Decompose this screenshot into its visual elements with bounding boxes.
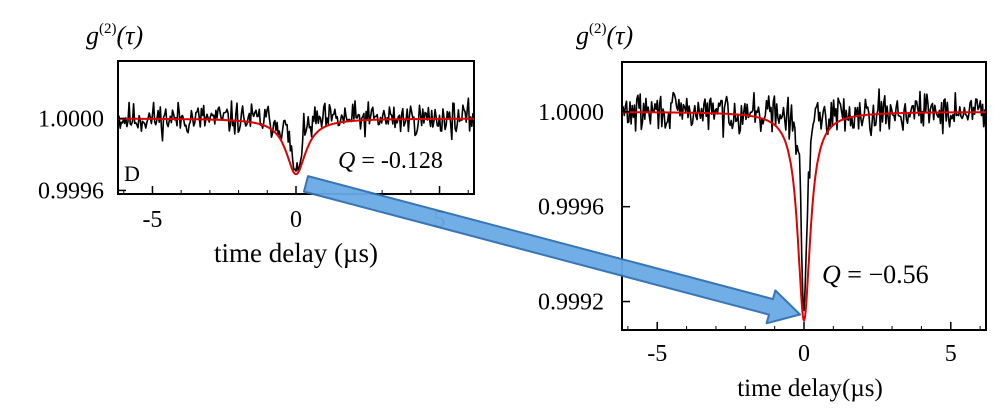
chart-right-ytick-label: 0.9996 bbox=[538, 195, 604, 221]
chart-right-xtick-label: -5 bbox=[647, 341, 667, 367]
chart-left-ytick-label: 0.9996 bbox=[38, 178, 104, 204]
chart-left-ylabel-arg: (τ) bbox=[117, 21, 144, 50]
chart-right: g(2)(τ) -5 0 5 0.9992 0.9996 1.0000 Q = −0.56… bbox=[538, 21, 987, 402]
chart-left-ylabel-sup: (2) bbox=[99, 21, 117, 37]
chart-left-ytick-label: 1.0000 bbox=[38, 107, 104, 133]
chart-left-xlabel: time delay (µs) bbox=[214, 238, 378, 268]
chart-left-plot-area bbox=[117, 97, 475, 176]
chart-left-panel-label: D bbox=[124, 161, 140, 186]
chart-right-xtick-label: 5 bbox=[945, 341, 957, 367]
chart-right-annotation-symbol: Q bbox=[822, 260, 841, 289]
chart-left-ylabel-base: g bbox=[86, 21, 99, 50]
chart-right-xtick-label: 0 bbox=[798, 341, 810, 367]
chart-right-annotation-value: = −0.56 bbox=[841, 260, 929, 289]
chart-right-ylabel-sup: (2) bbox=[589, 21, 607, 37]
chart-left-annotation-value: = -0.128 bbox=[355, 148, 443, 174]
chart-right-ytick-label: 1.0000 bbox=[538, 100, 604, 126]
chart-left-fit-series bbox=[118, 117, 474, 176]
chart-right-fit-series bbox=[622, 111, 986, 323]
chart-left-annotation: Q = -0.128 bbox=[338, 148, 443, 174]
chart-right-xlabel: time delay(µs) bbox=[737, 375, 883, 402]
chart-right-ylabel-arg: (τ) bbox=[607, 21, 634, 50]
arrow-shape bbox=[303, 175, 801, 325]
chart-right-annotation: Q = −0.56 bbox=[822, 260, 929, 289]
chart-right-ytick-label: 0.9992 bbox=[538, 290, 604, 316]
connecting-arrow bbox=[303, 175, 801, 325]
chart-left-annotation-symbol: Q bbox=[338, 148, 355, 174]
chart-left-data-series bbox=[117, 97, 475, 172]
chart-right-ylabel: g(2)(τ) bbox=[576, 21, 633, 50]
chart-left-xtick-label: -5 bbox=[142, 207, 162, 233]
chart-left-xtick-label: 0 bbox=[290, 207, 302, 233]
chart-left-ylabel: g(2)(τ) bbox=[86, 21, 143, 50]
chart-right-data-series bbox=[621, 88, 987, 312]
chart-right-ylabel-base: g bbox=[576, 21, 589, 50]
chart-right-plot-area bbox=[621, 88, 987, 323]
chart-right-ticks: -5 0 5 0.9992 0.9996 1.0000 bbox=[538, 100, 981, 367]
